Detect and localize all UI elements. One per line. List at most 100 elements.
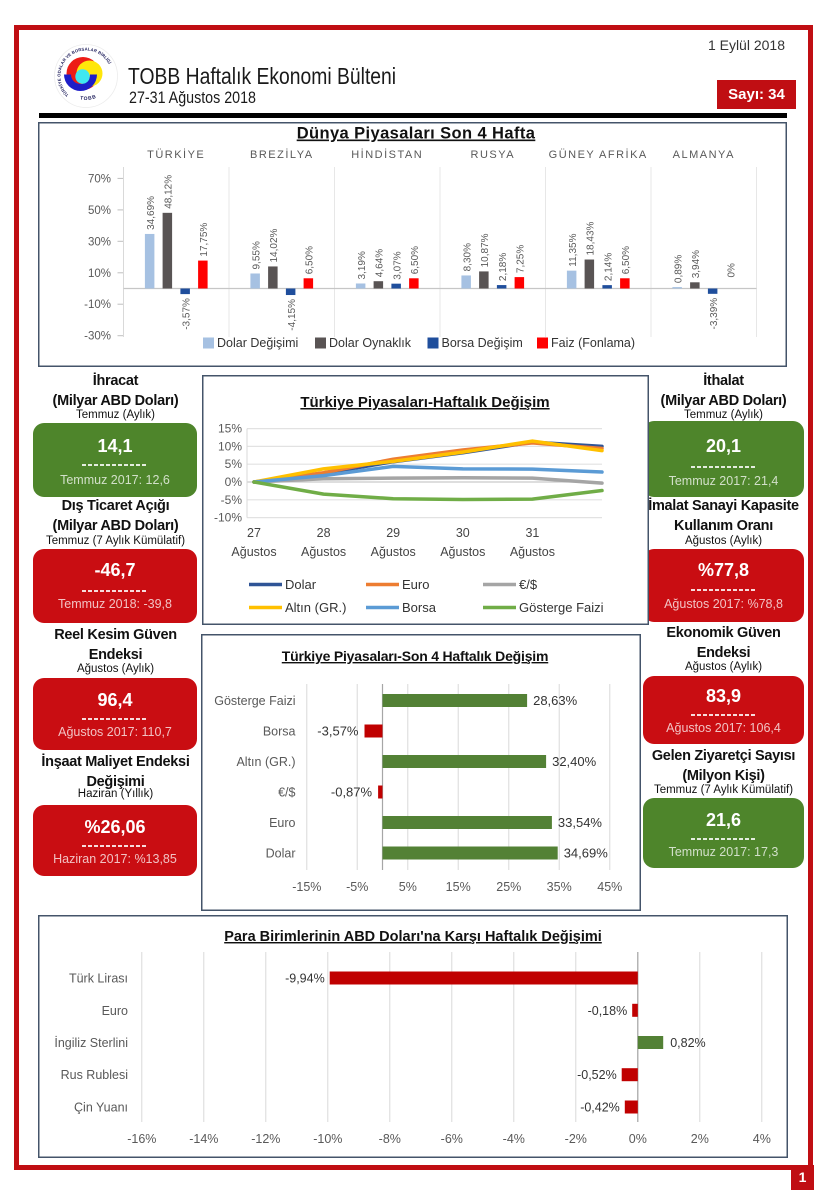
svg-text:2%: 2% [691,1132,709,1146]
svg-text:-10%: -10% [84,299,111,311]
svg-text:-16%: -16% [127,1132,156,1146]
svg-text:TÜRKİYE: TÜRKİYE [147,148,205,161]
svg-text:14,02%: 14,02% [269,228,280,262]
svg-text:Ağustos: Ağustos [301,545,346,559]
svg-text:3,94%: 3,94% [691,250,702,278]
svg-text:Borsa: Borsa [262,725,295,739]
svg-text:RUSYA: RUSYA [470,149,515,161]
svg-text:-10%: -10% [214,510,242,524]
svg-text:25%: 25% [496,880,521,894]
svg-text:-0,87%: -0,87% [330,785,372,800]
svg-text:€/$: €/$ [519,577,538,592]
svg-text:BREZİLYA: BREZİLYA [250,148,314,161]
svg-text:11,35%: 11,35% [567,233,578,266]
svg-text:Dolar Değişimi: Dolar Değişimi [217,336,298,350]
svg-text:34,69%: 34,69% [145,196,156,230]
svg-text:-0,18%: -0,18% [588,1004,628,1018]
svg-text:0%: 0% [225,475,243,489]
svg-text:0,89%: 0,89% [673,255,684,283]
svg-text:10,87%: 10,87% [480,233,491,267]
svg-text:-30%: -30% [84,331,111,343]
svg-text:Ağustos: Ağustos [510,545,555,559]
svg-text:34,69%: 34,69% [563,846,608,861]
svg-text:-0,52%: -0,52% [577,1068,617,1082]
svg-text:50%: 50% [87,205,110,217]
svg-text:45%: 45% [597,880,622,894]
svg-text:28: 28 [317,526,331,540]
svg-text:Euro: Euro [269,816,295,830]
svg-text:27: 27 [247,526,261,540]
svg-text:Dolar Oynaklık: Dolar Oynaklık [329,336,412,350]
svg-text:Gösterge Faizi: Gösterge Faizi [214,694,295,708]
svg-text:-6%: -6% [441,1132,463,1146]
svg-text:Euro: Euro [102,1004,128,1018]
svg-text:28,63%: 28,63% [533,693,578,708]
svg-text:-15%: -15% [292,880,321,894]
svg-text:4%: 4% [753,1132,771,1146]
svg-text:-4%: -4% [503,1132,525,1146]
svg-text:0%: 0% [629,1132,647,1146]
svg-text:-8%: -8% [379,1132,401,1146]
svg-text:29: 29 [386,526,400,540]
svg-text:-12%: -12% [251,1132,280,1146]
svg-text:30: 30 [456,526,470,540]
svg-text:Ağustos: Ağustos [371,545,416,559]
svg-text:-5%: -5% [346,880,368,894]
svg-text:İngiliz Sterlini: İngiliz Sterlini [54,1036,128,1050]
svg-text:GÜNEY AFRİKA: GÜNEY AFRİKA [548,148,647,161]
svg-text:2,18%: 2,18% [497,253,508,281]
svg-text:Para Birimlerinin ABD Doları'n: Para Birimlerinin ABD Doları'na Karşı Ha… [224,929,602,945]
svg-text:-0,42%: -0,42% [580,1101,620,1115]
svg-text:Çin Yuanı: Çin Yuanı [74,1101,128,1115]
svg-text:6,50%: 6,50% [410,246,421,274]
svg-text:-10%: -10% [313,1132,342,1146]
svg-text:-3,39%: -3,39% [708,298,719,330]
svg-text:Euro: Euro [402,577,429,592]
svg-text:3,19%: 3,19% [356,251,367,279]
svg-text:Türkiye Piyasaları-Son 4 Hafta: Türkiye Piyasaları-Son 4 Haftalık Değişi… [281,648,547,664]
svg-text:3,07%: 3,07% [392,251,403,279]
svg-text:-9,94%: -9,94% [285,972,325,986]
svg-text:0%: 0% [726,263,737,278]
svg-text:18,43%: 18,43% [585,221,596,255]
svg-text:-3,57%: -3,57% [317,724,359,739]
svg-text:Dolar: Dolar [285,577,317,592]
svg-text:Borsa: Borsa [402,600,437,615]
svg-text:€/$: €/$ [278,786,295,800]
svg-text:31: 31 [525,526,539,540]
svg-text:Dolar: Dolar [265,847,295,861]
svg-text:HİNDİSTAN: HİNDİSTAN [351,148,423,161]
svg-text:32,40%: 32,40% [552,754,597,769]
svg-text:ALMANYA: ALMANYA [672,149,734,161]
svg-text:6,50%: 6,50% [304,246,315,274]
svg-text:Dünya Piyasaları Son 4 Hafta: Dünya Piyasaları Son 4 Hafta [296,125,535,143]
svg-text:10%: 10% [87,268,110,280]
svg-text:48,12%: 48,12% [163,175,174,209]
svg-text:Türkiye Piyasaları-Haftalık De: Türkiye Piyasaları-Haftalık Değişim [300,394,549,411]
svg-text:-4,15%: -4,15% [286,299,297,331]
svg-text:0,82%: 0,82% [670,1036,705,1050]
svg-text:2,14%: 2,14% [603,253,614,281]
svg-text:33,54%: 33,54% [557,815,602,830]
svg-text:Ağustos: Ağustos [440,545,485,559]
svg-text:Faiz (Fonlama): Faiz (Fonlama) [551,336,635,350]
svg-text:Altın (GR.): Altın (GR.) [236,755,295,769]
svg-text:10%: 10% [218,439,242,453]
svg-text:15%: 15% [445,880,470,894]
svg-text:Gösterge Faizi: Gösterge Faizi [519,600,604,615]
svg-text:9,55%: 9,55% [251,241,262,269]
svg-text:6,50%: 6,50% [621,246,632,274]
svg-text:4,64%: 4,64% [374,249,385,277]
svg-text:8,30%: 8,30% [462,243,473,271]
svg-text:30%: 30% [87,236,110,248]
svg-text:-2%: -2% [565,1132,587,1146]
svg-text:-5%: -5% [221,492,243,506]
svg-text:Rus Rublesi: Rus Rublesi [61,1068,128,1082]
svg-text:5%: 5% [398,880,416,894]
svg-text:35%: 35% [546,880,571,894]
svg-text:15%: 15% [218,421,242,435]
svg-text:17,75%: 17,75% [199,223,210,257]
svg-text:-14%: -14% [189,1132,218,1146]
svg-text:Borsa Değişim: Borsa Değişim [441,336,522,350]
svg-text:-3,57%: -3,57% [181,298,192,330]
